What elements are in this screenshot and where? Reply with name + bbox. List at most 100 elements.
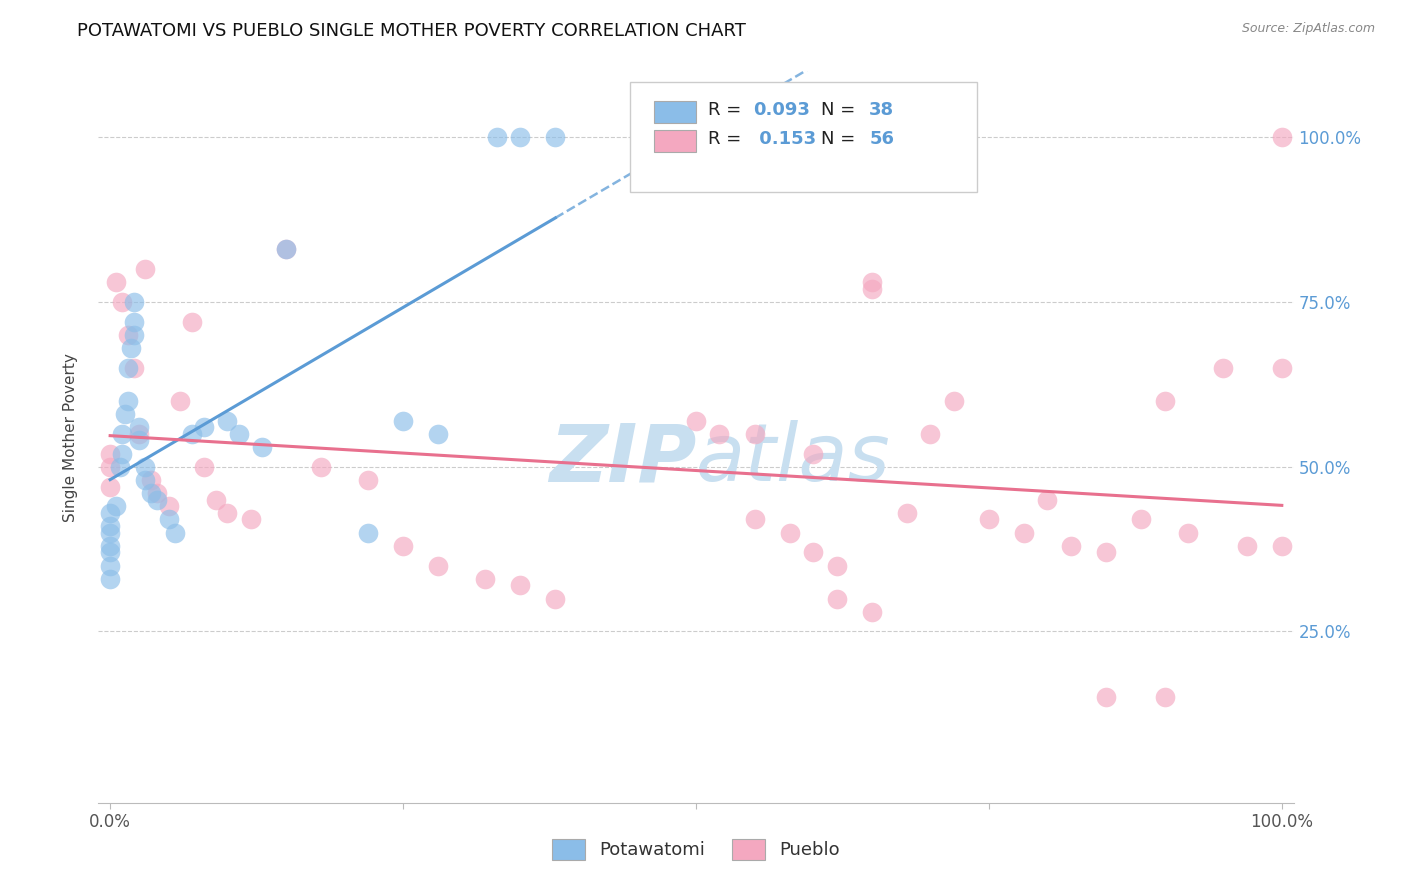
Text: atlas: atlas xyxy=(696,420,891,498)
Point xyxy=(685,414,707,428)
Point xyxy=(896,506,918,520)
Point xyxy=(117,327,139,342)
Point xyxy=(141,473,163,487)
Text: Source: ZipAtlas.com: Source: ZipAtlas.com xyxy=(1241,22,1375,36)
Point xyxy=(163,525,186,540)
Text: 38: 38 xyxy=(869,101,894,120)
Legend: Potawatomi, Pueblo: Potawatomi, Pueblo xyxy=(546,831,846,867)
Point xyxy=(357,525,380,540)
Point xyxy=(217,506,239,520)
Point xyxy=(1271,539,1294,553)
Point xyxy=(709,426,731,441)
Point xyxy=(117,360,139,375)
Point xyxy=(98,558,121,573)
Point xyxy=(860,282,883,296)
Point xyxy=(157,500,180,514)
Point xyxy=(98,479,121,493)
Point xyxy=(169,393,191,408)
Text: ZIP: ZIP xyxy=(548,420,696,498)
Point xyxy=(105,500,128,514)
Point xyxy=(111,446,134,460)
Point xyxy=(309,459,332,474)
Point xyxy=(146,492,169,507)
Text: 0.093: 0.093 xyxy=(754,101,810,120)
FancyBboxPatch shape xyxy=(654,101,696,122)
Point xyxy=(128,434,150,448)
Point xyxy=(98,459,121,474)
Point xyxy=(134,262,156,277)
FancyBboxPatch shape xyxy=(630,82,977,192)
Point xyxy=(122,295,145,310)
Point xyxy=(544,130,567,145)
Point xyxy=(1012,525,1035,540)
Point xyxy=(141,486,163,500)
Point xyxy=(1095,545,1118,559)
Point xyxy=(801,446,824,460)
Point xyxy=(474,572,496,586)
Point xyxy=(98,545,121,559)
Point xyxy=(98,525,121,540)
Point xyxy=(204,492,226,507)
Point xyxy=(1130,512,1153,526)
FancyBboxPatch shape xyxy=(654,130,696,152)
Point xyxy=(744,512,766,526)
Point xyxy=(920,426,942,441)
Point xyxy=(1236,539,1258,553)
Point xyxy=(98,506,121,520)
Point xyxy=(181,315,204,329)
Point xyxy=(193,459,215,474)
Point xyxy=(146,486,169,500)
Point xyxy=(228,426,250,441)
Point xyxy=(274,242,297,256)
Point xyxy=(357,473,380,487)
Point xyxy=(111,426,134,441)
Point xyxy=(134,473,156,487)
Point xyxy=(98,539,121,553)
Point xyxy=(427,426,450,441)
Point xyxy=(544,591,567,606)
Point xyxy=(128,426,150,441)
Point xyxy=(98,519,121,533)
Text: R =: R = xyxy=(709,130,747,148)
Point xyxy=(392,414,415,428)
Point xyxy=(509,130,531,145)
Point xyxy=(825,591,848,606)
Point xyxy=(1060,539,1083,553)
Point xyxy=(860,275,883,289)
Point xyxy=(122,327,145,342)
Text: R =: R = xyxy=(709,101,747,120)
Point xyxy=(509,578,531,592)
Point xyxy=(860,605,883,619)
Text: N =: N = xyxy=(821,130,862,148)
Point xyxy=(181,426,204,441)
Point xyxy=(1271,360,1294,375)
Point xyxy=(122,315,145,329)
Point xyxy=(744,426,766,441)
Point xyxy=(392,539,415,553)
Point xyxy=(252,440,274,454)
Point xyxy=(105,275,128,289)
Point xyxy=(217,414,239,428)
Point xyxy=(1036,492,1059,507)
Point xyxy=(801,545,824,559)
Text: N =: N = xyxy=(821,101,862,120)
Point xyxy=(114,407,136,421)
Point xyxy=(1095,690,1118,705)
Point xyxy=(1153,393,1175,408)
Point xyxy=(779,525,801,540)
Point xyxy=(274,242,297,256)
Point xyxy=(120,341,142,355)
Point xyxy=(825,558,848,573)
Point xyxy=(122,360,145,375)
Point xyxy=(942,393,965,408)
Point xyxy=(1271,130,1294,145)
Point xyxy=(427,558,450,573)
Point xyxy=(111,295,134,310)
Point xyxy=(239,512,262,526)
Text: 56: 56 xyxy=(869,130,894,148)
Point xyxy=(977,512,1000,526)
Point xyxy=(134,459,156,474)
Point xyxy=(98,446,121,460)
Point xyxy=(98,572,121,586)
Point xyxy=(108,459,131,474)
